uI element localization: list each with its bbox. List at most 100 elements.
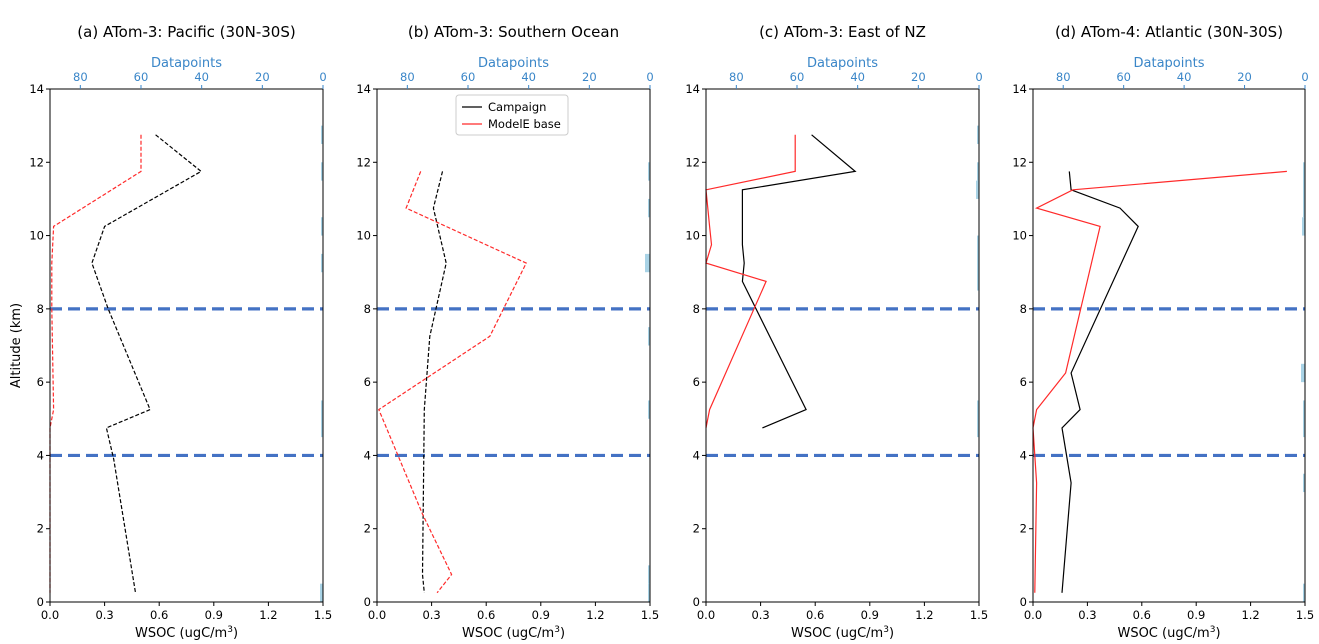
y-tick-label: 0 bbox=[364, 595, 371, 609]
x-tick-label: 1.2 bbox=[1241, 608, 1259, 622]
top-tick-label: 60 bbox=[790, 70, 805, 84]
x-tick-label: 0.3 bbox=[422, 608, 440, 622]
panel-title: (c) ATom-3: East of NZ bbox=[759, 23, 926, 41]
y-tick-label: 14 bbox=[685, 82, 700, 96]
datapoints-bar bbox=[1303, 162, 1305, 218]
datapoints-bar bbox=[648, 400, 650, 419]
x-axis-label: WSOC (ugC/m3) bbox=[462, 625, 565, 641]
y-tick-label: 6 bbox=[693, 375, 700, 389]
x-tick-label: 0.9 bbox=[1187, 608, 1205, 622]
datapoints-bar bbox=[321, 217, 323, 236]
x-tick-label: 0.6 bbox=[1133, 608, 1151, 622]
datapoints-bar bbox=[648, 198, 650, 218]
y-tick-label: 4 bbox=[1020, 448, 1027, 462]
x-tick-label: 0.6 bbox=[150, 608, 168, 622]
series-line-campaign bbox=[91, 134, 203, 593]
x-axis-label: WSOC (ugC/m3) bbox=[1117, 625, 1220, 641]
panel-title: (b) ATom-3: Southern Ocean bbox=[408, 23, 619, 41]
datapoints-bar bbox=[1301, 363, 1305, 383]
datapoints-bar bbox=[977, 125, 979, 144]
top-tick-label: 60 bbox=[1116, 70, 1131, 84]
top-tick-label: 0 bbox=[319, 70, 326, 84]
axes-frame bbox=[49, 88, 324, 603]
chart-panel-4: (d) ATom-4: Atlantic (30N-30S) 0.0 0.3 0.6 0… bbox=[1012, 23, 1314, 641]
datapoints-bar bbox=[645, 253, 650, 273]
datapoints-bar bbox=[648, 327, 650, 346]
datapoints-bar bbox=[977, 235, 979, 291]
series-line-campaign bbox=[741, 134, 857, 429]
x-tick-label: 0.3 bbox=[751, 608, 769, 622]
series-line-model bbox=[1032, 170, 1287, 593]
x-axis-label-main: WSOC (ugC/m bbox=[462, 626, 554, 641]
x-tick-label: 0.0 bbox=[41, 608, 59, 622]
datapoints-bar bbox=[321, 400, 323, 438]
panel-title: (a) ATom-3: Pacific (30N-30S) bbox=[77, 23, 295, 41]
x-tick-label: 0.9 bbox=[205, 608, 223, 622]
top-tick-label: 20 bbox=[255, 70, 270, 84]
y-tick-label: 10 bbox=[29, 229, 44, 243]
y-tick-label: 6 bbox=[364, 375, 371, 389]
y-tick-label: 0 bbox=[37, 595, 44, 609]
top-tick-label: 80 bbox=[729, 70, 744, 84]
x-tick-label: 0.0 bbox=[368, 608, 386, 622]
x-axis-label-close: ) bbox=[560, 626, 565, 641]
y-tick-label: 2 bbox=[37, 522, 44, 536]
x-tick-label: 1.2 bbox=[915, 608, 933, 622]
y-tick-label: 8 bbox=[1020, 302, 1027, 316]
x-tick-label: 1.2 bbox=[586, 608, 604, 622]
top-tick-label: 60 bbox=[134, 70, 149, 84]
top-axis-label: Datapoints bbox=[1134, 56, 1205, 71]
x-axis-label-main: WSOC (ugC/m bbox=[135, 626, 227, 641]
chart-panel-3: (c) ATom-3: East of NZ 0.0 0.3 0.6 0.9 1.2 1.5… bbox=[685, 23, 988, 641]
axes-frame bbox=[376, 88, 651, 603]
x-axis-label-main: WSOC (ugC/m bbox=[791, 626, 883, 641]
x-tick-label: 0.3 bbox=[95, 608, 113, 622]
x-axis-label-main: WSOC (ugC/m bbox=[1117, 626, 1209, 641]
top-tick-label: 20 bbox=[582, 70, 597, 84]
datapoints-bar bbox=[1302, 217, 1305, 236]
y-tick-label: 14 bbox=[1012, 82, 1027, 96]
series-line-model bbox=[705, 134, 796, 429]
series-line-campaign bbox=[421, 171, 447, 593]
x-axis-label-close: ) bbox=[889, 626, 894, 641]
y-tick-label: 4 bbox=[364, 448, 371, 462]
top-tick-label: 80 bbox=[400, 70, 415, 84]
y-tick-label: 0 bbox=[1020, 595, 1027, 609]
x-axis-label-close: ) bbox=[233, 626, 238, 641]
y-tick-label: 10 bbox=[685, 229, 700, 243]
x-axis-label-sup: 3 bbox=[1210, 625, 1216, 635]
y-tick-label: 12 bbox=[356, 155, 371, 169]
top-tick-label: 60 bbox=[461, 70, 476, 84]
x-tick-label: 0.6 bbox=[477, 608, 495, 622]
y-tick-label: 4 bbox=[693, 448, 700, 462]
x-axis-label-close: ) bbox=[1215, 626, 1220, 641]
y-tick-label: 8 bbox=[693, 302, 700, 316]
datapoints-bar bbox=[320, 583, 323, 602]
y-tick-label: 2 bbox=[364, 522, 371, 536]
y-tick-label: 10 bbox=[356, 229, 371, 243]
datapoints-bar bbox=[321, 162, 323, 181]
x-axis-label-sup: 3 bbox=[554, 625, 560, 635]
chart-panel-1: (a) ATom-3: Pacific (30N-30S) 0.0 0.3 0.6 0.… bbox=[9, 23, 332, 641]
datapoints-bar bbox=[321, 253, 323, 273]
y-tick-label: 14 bbox=[356, 82, 371, 96]
y-tick-label: 12 bbox=[29, 155, 44, 169]
series-line-campaign bbox=[1061, 171, 1139, 593]
top-tick-label: 80 bbox=[73, 70, 88, 84]
y-tick-label: 0 bbox=[693, 595, 700, 609]
x-tick-label: 0.0 bbox=[697, 608, 715, 622]
x-axis-label-sup: 3 bbox=[883, 625, 889, 635]
top-tick-label: 40 bbox=[194, 70, 209, 84]
x-tick-label: 0.9 bbox=[532, 608, 550, 622]
datapoints-bar bbox=[977, 400, 979, 438]
datapoints-bar bbox=[648, 583, 650, 602]
top-tick-label: 0 bbox=[975, 70, 982, 84]
y-tick-label: 6 bbox=[1020, 375, 1027, 389]
top-tick-label: 40 bbox=[1177, 70, 1192, 84]
x-axis-label: WSOC (ugC/m3) bbox=[791, 625, 894, 641]
top-tick-label: 80 bbox=[1056, 70, 1071, 84]
top-tick-label: 40 bbox=[850, 70, 865, 84]
series-line-model bbox=[378, 171, 528, 594]
y-tick-label: 12 bbox=[685, 155, 700, 169]
y-tick-label: 10 bbox=[1012, 229, 1027, 243]
